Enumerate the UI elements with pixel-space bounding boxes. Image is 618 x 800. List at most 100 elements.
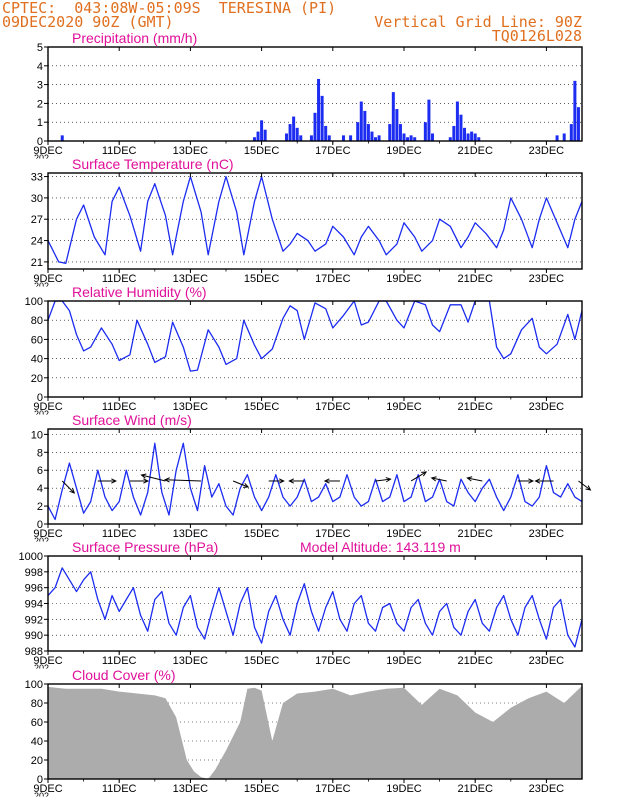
cloud-xtick-label: 17DEC <box>315 783 351 795</box>
precip-xtick-label: 15DEC <box>244 145 280 157</box>
precip-bar <box>341 135 345 141</box>
wind-arrow-head <box>143 478 150 484</box>
precip-bar <box>363 110 367 141</box>
wind-arrow-shaft <box>165 479 202 482</box>
precip-bar <box>427 99 431 141</box>
station-header: CPTEC: 043:08W-05:09S TERESINA (PI) <box>2 0 337 17</box>
precip-bar <box>285 133 289 141</box>
precip-bar <box>477 137 481 141</box>
precip-bar <box>402 133 406 141</box>
wind-arrow <box>578 480 592 491</box>
cloud-xtick-label: 23DEC <box>529 783 565 795</box>
wind-ytick-label: 8 <box>37 447 43 459</box>
rh-ytick-label: 80 <box>31 315 43 327</box>
precip-bar <box>455 101 459 141</box>
cloud-chart <box>44 683 583 783</box>
wind-arrow-head <box>466 476 473 482</box>
rh-xtick-label: 23DEC <box>529 401 565 413</box>
pressure-ytick-label: 988 <box>25 646 43 658</box>
temp-frame <box>47 172 583 270</box>
wind-arrow <box>534 478 554 484</box>
wind-year-stub: 202 <box>34 536 49 546</box>
wind-ytick-label: 2 <box>37 501 43 513</box>
rh-year-stub: 202 <box>34 409 49 419</box>
wind-xtick-label: 19DEC <box>386 528 422 540</box>
precip-xtick-label: 9DEC <box>33 145 62 157</box>
cloud-year-stub: 202 <box>34 791 49 800</box>
wind-arrow-head <box>140 473 147 479</box>
temp-xtick-label: 13DEC <box>173 273 209 285</box>
rh-ytick-label: 40 <box>31 354 43 366</box>
precip-bar <box>391 92 395 141</box>
pressure-ytick-label: 1000 <box>19 551 43 563</box>
pressure-ytick-label: 992 <box>25 614 43 626</box>
wind-ytick-label: 10 <box>31 429 43 441</box>
wind-arrow-shaft <box>232 480 249 488</box>
pressure-ytick-label: 990 <box>25 630 43 642</box>
precip-bar <box>317 78 321 141</box>
temp-ytick-label: 33 <box>31 172 43 184</box>
wind-xtick-label: 23DEC <box>529 528 565 540</box>
wind-arrow <box>288 478 305 484</box>
precip-frame <box>47 46 583 142</box>
precip-ytick-label: 3 <box>37 80 43 92</box>
wind-arrow-head <box>243 482 250 488</box>
temp-year-stub: 202 <box>34 281 49 291</box>
precip-bar <box>349 135 353 141</box>
wind-arrow <box>410 471 428 482</box>
precip-bar <box>406 137 410 141</box>
temp-xtick-label: 23DEC <box>529 273 565 285</box>
cloud-ytick-label: 40 <box>31 736 43 748</box>
precip-xtick-label: 23DEC <box>529 145 565 157</box>
rh-xtick-label: 9DEC <box>33 401 62 413</box>
wind-arrow <box>129 478 150 484</box>
precip-bar <box>473 133 477 141</box>
wind-ytick-label: 0 <box>37 519 43 531</box>
wind-xtick-label: 13DEC <box>173 528 209 540</box>
precip-bar <box>395 109 399 141</box>
precip-bar <box>309 135 313 141</box>
pressure-xtick-label: 15DEC <box>244 655 280 667</box>
precip-xtick-label: 13DEC <box>173 145 209 157</box>
cloud-ytick-label: 0 <box>37 774 43 786</box>
rh-ytick-label: 0 <box>37 392 43 404</box>
temp-chart <box>44 172 583 273</box>
precip-bar <box>370 131 374 141</box>
cloud-xtick-label: 15DEC <box>244 783 280 795</box>
precip-bar <box>263 129 267 141</box>
cloud-xtick-label: 19DEC <box>386 783 422 795</box>
precip-ytick-label: 4 <box>37 61 43 73</box>
cloud-area <box>48 685 582 779</box>
temp-ytick-label: 21 <box>31 257 43 269</box>
temp-xtick-label: 19DEC <box>386 273 422 285</box>
precip-xtick-label: 11DEC <box>102 145 137 157</box>
precip-bar <box>356 122 360 141</box>
wind-arrow <box>375 477 392 483</box>
precip-bar <box>398 124 402 141</box>
wind-arrow <box>517 478 535 484</box>
cloud-title: Cloud Cover (%) <box>72 667 175 683</box>
precip-bar <box>413 137 417 141</box>
pressure-xtick-label: 21DEC <box>457 655 493 667</box>
wind-arrow-head <box>69 488 76 494</box>
rh-chart <box>44 300 583 401</box>
precip-bar <box>366 124 370 141</box>
rh-xtick-label: 13DEC <box>173 401 209 413</box>
precip-bar <box>452 125 456 141</box>
precip-bar <box>324 125 328 141</box>
precip-bar <box>320 95 324 141</box>
wind-arrow <box>163 477 202 483</box>
precip-bar <box>252 137 256 141</box>
rh-ytick-label: 100 <box>25 296 43 308</box>
precip-bar <box>573 80 577 141</box>
temp-ytick-label: 27 <box>31 214 43 226</box>
precip-bar <box>388 124 392 141</box>
wind-arrow-head <box>111 478 117 484</box>
run-date: 09DEC2020 90Z (GMT) <box>2 13 174 31</box>
wind-line <box>47 442 583 521</box>
rh-line <box>47 300 583 372</box>
precip-bar <box>576 107 580 141</box>
wind-arrow-head <box>421 471 428 477</box>
rh-ytick-label: 60 <box>31 334 43 346</box>
wind-arrow-shaft <box>410 471 427 482</box>
